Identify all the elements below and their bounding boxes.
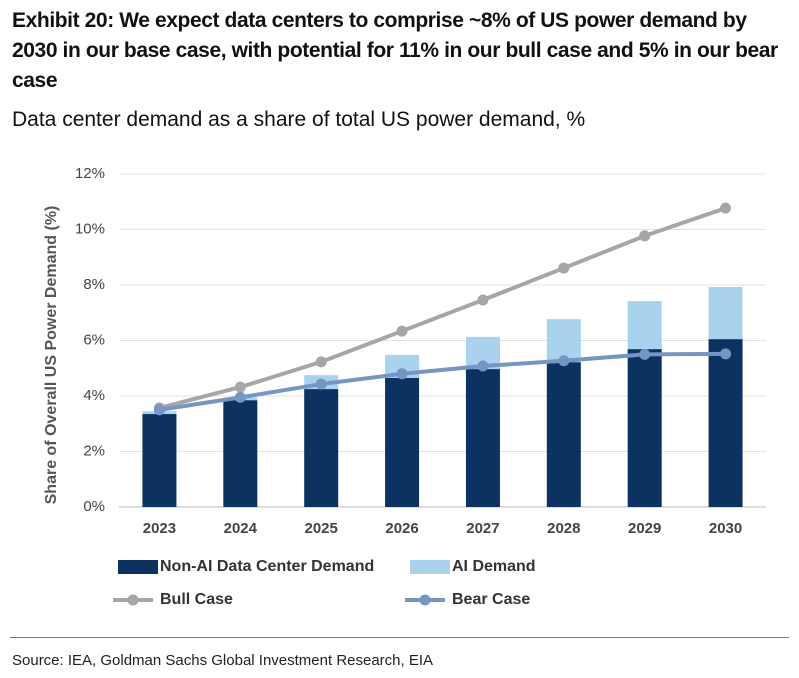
x-tick-label: 2023 bbox=[143, 520, 176, 537]
x-tick-label: 2030 bbox=[709, 520, 742, 537]
line bbox=[159, 351, 726, 412]
point bbox=[477, 360, 489, 372]
y-axis-label: Share of Overall US Power Demand (%) bbox=[43, 206, 60, 505]
point bbox=[315, 378, 327, 390]
point bbox=[153, 404, 165, 416]
bar bbox=[546, 362, 581, 507]
x-tick-label: 2026 bbox=[385, 520, 418, 537]
legend-swatch bbox=[419, 594, 431, 606]
bar bbox=[708, 286, 743, 340]
bar bbox=[465, 369, 500, 507]
point bbox=[396, 325, 408, 337]
point bbox=[315, 356, 327, 368]
point bbox=[558, 262, 570, 274]
divider bbox=[10, 637, 789, 638]
bar bbox=[142, 414, 177, 507]
y-tick-label: 4% bbox=[83, 387, 105, 404]
chart-title: Exhibit 20: We expect data centers to co… bbox=[12, 9, 778, 92]
legend-label: Bull Case bbox=[160, 591, 233, 608]
y-tick-label: 8% bbox=[83, 276, 105, 293]
legend-swatch bbox=[410, 560, 450, 574]
legend-label: Bear Case bbox=[452, 591, 530, 608]
legend-label: AI Demand bbox=[452, 558, 536, 575]
point bbox=[234, 391, 246, 403]
point bbox=[477, 294, 489, 306]
legend-swatch bbox=[118, 560, 158, 574]
line bbox=[158, 206, 727, 410]
source: Source: IEA, Goldman Sachs Global Invest… bbox=[12, 652, 434, 669]
bar bbox=[627, 349, 662, 507]
point bbox=[639, 230, 651, 242]
legend-swatch bbox=[127, 594, 139, 606]
point bbox=[639, 348, 651, 360]
bar bbox=[627, 301, 662, 350]
y-tick-label: 0% bbox=[83, 498, 105, 515]
x-tick-label: 2024 bbox=[224, 520, 258, 537]
bar bbox=[223, 400, 258, 507]
bar bbox=[546, 319, 581, 363]
bar bbox=[708, 339, 743, 507]
point bbox=[234, 381, 246, 393]
point bbox=[396, 368, 408, 380]
chart-subtitle: Data center demand as a share of total U… bbox=[12, 108, 586, 131]
x-tick-label: 2028 bbox=[547, 520, 580, 537]
point bbox=[558, 355, 570, 367]
x-tick-label: 2029 bbox=[628, 520, 661, 537]
y-tick-label: 6% bbox=[83, 331, 105, 348]
point bbox=[720, 202, 732, 214]
point bbox=[720, 348, 732, 360]
y-tick-label: 2% bbox=[83, 442, 105, 459]
bar bbox=[385, 377, 420, 507]
x-tick-label: 2025 bbox=[305, 520, 338, 537]
y-tick-label: 12% bbox=[75, 165, 105, 182]
y-tick-label: 10% bbox=[75, 220, 105, 237]
legend-label: Non-AI Data Center Demand bbox=[160, 558, 374, 575]
bar bbox=[304, 389, 339, 507]
x-tick-label: 2027 bbox=[466, 520, 499, 537]
